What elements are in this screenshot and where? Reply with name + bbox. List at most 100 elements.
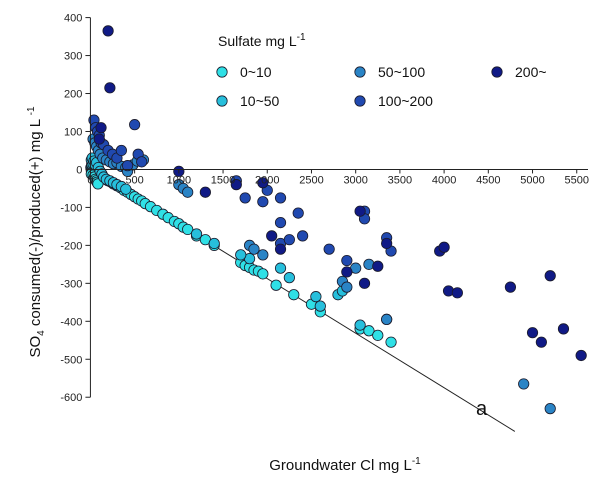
data-point bbox=[274, 262, 287, 274]
y-tick-label: -100 bbox=[60, 202, 82, 214]
data-point bbox=[190, 228, 203, 240]
data-point bbox=[239, 192, 251, 204]
data-point bbox=[372, 329, 384, 341]
legend-marker bbox=[491, 66, 503, 78]
series-4 bbox=[93, 25, 587, 362]
x-tick-label: 1000 bbox=[167, 174, 191, 186]
x-axis-title: Groundwater Cl mg L-1 bbox=[269, 456, 421, 474]
data-point bbox=[283, 272, 295, 284]
legend-marker bbox=[216, 66, 228, 78]
data-point bbox=[314, 300, 326, 312]
x-tick-label: 0 bbox=[87, 174, 93, 186]
series-1 bbox=[85, 152, 393, 331]
data-point bbox=[288, 289, 300, 301]
data-point bbox=[95, 122, 107, 134]
series-3 bbox=[88, 114, 397, 267]
x-tick-label: 4000 bbox=[432, 174, 456, 186]
axes bbox=[85, 17, 588, 398]
x-tick-label: 3000 bbox=[343, 174, 367, 186]
legend-marker bbox=[216, 95, 228, 107]
legend-label: 200~ bbox=[515, 64, 547, 80]
data-point bbox=[341, 266, 353, 278]
data-point bbox=[438, 241, 450, 253]
legend-label: 100~200 bbox=[378, 93, 433, 109]
y-axis-title: SO4 consumed(-)/produced(+) mg L -1 bbox=[26, 106, 47, 358]
data-point bbox=[381, 313, 393, 325]
y-tick-label: 200 bbox=[64, 89, 82, 101]
y-tick-label: 400 bbox=[64, 13, 82, 25]
data-point bbox=[230, 179, 242, 191]
x-tick-label: 5500 bbox=[564, 174, 588, 186]
data-point bbox=[102, 25, 114, 37]
data-point bbox=[544, 403, 556, 415]
data-point bbox=[121, 160, 134, 172]
data-point bbox=[557, 323, 570, 335]
data-point bbox=[292, 207, 304, 219]
data-point bbox=[182, 223, 194, 236]
legend-marker bbox=[354, 66, 366, 78]
data-point bbox=[257, 196, 269, 208]
data-point bbox=[297, 230, 309, 242]
y-tick-label: -300 bbox=[60, 278, 82, 290]
data-point bbox=[310, 291, 322, 303]
data-point bbox=[235, 249, 247, 261]
data-point bbox=[504, 281, 517, 293]
x-tick-label: 2500 bbox=[299, 174, 323, 186]
data-point bbox=[274, 216, 287, 229]
x-tick-label: 2000 bbox=[255, 174, 279, 186]
data-point bbox=[518, 378, 530, 390]
data-point bbox=[248, 243, 260, 255]
data-point bbox=[257, 177, 269, 189]
data-point bbox=[266, 230, 278, 242]
legend: Sulfate mg L-1 0~10 10~50 50~100 100~200 200… bbox=[216, 32, 547, 109]
data-point bbox=[274, 243, 287, 255]
data-point bbox=[323, 243, 335, 255]
legend-label: 0~10 bbox=[240, 64, 272, 80]
data-point bbox=[136, 156, 148, 168]
data-point bbox=[274, 192, 287, 204]
data-point bbox=[526, 327, 539, 339]
x-tick-label: 5000 bbox=[520, 174, 544, 186]
data-point bbox=[341, 254, 353, 267]
data-point bbox=[385, 336, 397, 348]
x-tick-label: 4500 bbox=[476, 174, 500, 186]
data-point bbox=[93, 133, 105, 145]
x-tick-label: 1500 bbox=[211, 174, 235, 186]
data-points bbox=[85, 25, 587, 415]
data-point bbox=[372, 260, 384, 272]
data-point bbox=[182, 186, 194, 198]
data-point bbox=[354, 319, 366, 331]
data-point bbox=[257, 249, 269, 261]
reference-line-label: a bbox=[476, 398, 488, 420]
legend-label: 10~50 bbox=[240, 93, 280, 109]
data-point bbox=[575, 349, 587, 362]
data-point bbox=[535, 336, 547, 348]
y-tick-label: 0 bbox=[76, 164, 82, 176]
data-point bbox=[341, 281, 353, 293]
data-point bbox=[544, 270, 556, 282]
data-point bbox=[451, 287, 463, 299]
data-point bbox=[270, 279, 282, 291]
data-point bbox=[115, 144, 127, 157]
data-point bbox=[354, 205, 366, 217]
y-tick-label: 100 bbox=[64, 126, 82, 138]
data-point bbox=[381, 237, 393, 250]
data-point bbox=[199, 186, 211, 198]
data-point bbox=[208, 237, 220, 250]
y-tick-label: -200 bbox=[60, 240, 82, 252]
data-point bbox=[283, 234, 295, 246]
legend-entries: 0~10 10~50 50~100 100~200 200~ bbox=[216, 64, 547, 109]
y-tick-label: -600 bbox=[60, 392, 82, 404]
x-tick-label: 500 bbox=[125, 174, 143, 186]
data-point bbox=[129, 119, 141, 131]
legend-title: Sulfate mg L-1 bbox=[218, 32, 306, 49]
legend-marker bbox=[354, 95, 366, 107]
y-tick-label: -400 bbox=[60, 316, 82, 328]
y-tick-label: 300 bbox=[64, 51, 82, 63]
data-point bbox=[363, 325, 375, 337]
data-point bbox=[257, 268, 269, 280]
data-point bbox=[120, 183, 132, 195]
x-tick-label: 3500 bbox=[388, 174, 412, 186]
